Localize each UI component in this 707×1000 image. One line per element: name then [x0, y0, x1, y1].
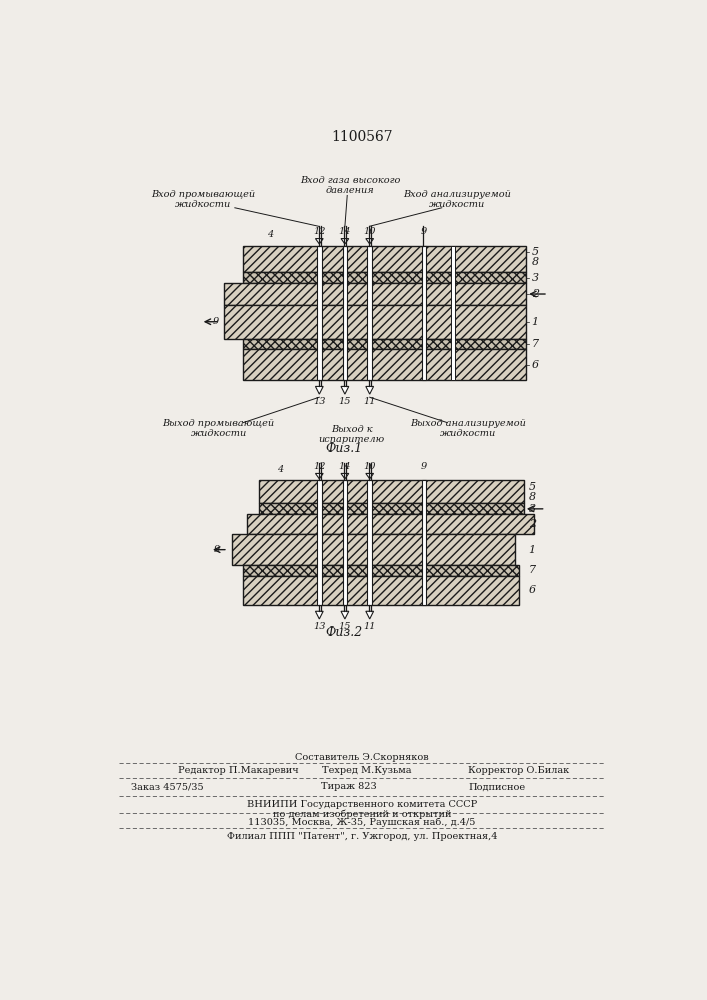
Text: 13: 13	[313, 397, 326, 406]
Text: 4: 4	[277, 465, 284, 474]
Text: Техред М.Кузьма: Техред М.Кузьма	[322, 766, 412, 775]
Bar	[368, 480, 372, 605]
Bar	[243, 349, 526, 380]
Text: Корректор О.Билак: Корректор О.Билак	[468, 766, 569, 775]
Bar	[243, 339, 526, 349]
Bar	[317, 480, 322, 605]
Text: 7: 7	[532, 339, 539, 349]
Text: Выход к
испарителю: Выход к испарителю	[319, 425, 385, 444]
Text: Фuз.1: Фuз.1	[325, 442, 363, 455]
Text: 2: 2	[529, 519, 536, 529]
Text: 1100567: 1100567	[331, 130, 393, 144]
Text: 11: 11	[363, 622, 376, 631]
Text: 9: 9	[421, 227, 427, 236]
Text: Выход промывающей
жидкости: Выход промывающей жидкости	[163, 419, 274, 438]
Bar	[224, 283, 526, 305]
Text: по делам изобретений и открытий: по делам изобретений и открытий	[273, 810, 451, 819]
Polygon shape	[315, 611, 323, 619]
Bar	[247, 514, 534, 534]
Polygon shape	[315, 473, 323, 479]
Polygon shape	[341, 611, 349, 619]
Text: 9: 9	[214, 545, 220, 554]
Polygon shape	[366, 473, 373, 479]
Text: 7: 7	[529, 565, 536, 575]
Text: 4: 4	[267, 230, 274, 239]
Text: Выход анализируемой
жидкости: Выход анализируемой жидкости	[410, 419, 526, 438]
Text: 3: 3	[529, 504, 536, 514]
Text: ВНИИПИ Государственного комитета СССР: ВНИИПИ Государственного комитета СССР	[247, 800, 477, 809]
Text: 5: 5	[532, 247, 539, 257]
Text: 12: 12	[313, 227, 326, 236]
Polygon shape	[315, 386, 323, 394]
Bar	[451, 246, 455, 380]
Polygon shape	[366, 611, 373, 619]
Bar	[259, 503, 524, 514]
Text: 1: 1	[529, 545, 536, 555]
Text: Редактор П.Макаревич: Редактор П.Макаревич	[177, 766, 298, 775]
Text: Вход газа высокого
давления: Вход газа высокого давления	[300, 176, 400, 195]
Text: 10: 10	[363, 227, 376, 236]
Text: Подписное: Подписное	[468, 782, 525, 791]
Bar	[368, 246, 372, 380]
Text: 10: 10	[363, 462, 376, 471]
Polygon shape	[341, 473, 349, 479]
Text: 9: 9	[212, 317, 218, 326]
Text: 6: 6	[529, 585, 536, 595]
Text: 113035, Москва, Ж-35, Раушская наб., д.4/5: 113035, Москва, Ж-35, Раушская наб., д.4…	[248, 817, 476, 827]
Polygon shape	[366, 386, 373, 394]
Polygon shape	[315, 239, 323, 244]
Bar	[317, 246, 322, 380]
Bar	[243, 272, 526, 283]
Text: Фuз.2: Фuз.2	[325, 626, 363, 639]
Bar	[224, 305, 526, 339]
Text: 11: 11	[363, 397, 376, 406]
Bar	[343, 480, 347, 605]
Text: 13: 13	[313, 622, 326, 631]
Text: 12: 12	[313, 462, 326, 471]
Bar	[421, 246, 426, 380]
Bar	[232, 534, 515, 565]
Text: Вход промывающей
жидкости: Вход промывающей жидкости	[151, 190, 255, 209]
Text: Заказ 4575/35: Заказ 4575/35	[131, 782, 204, 791]
Text: Тираж 823: Тираж 823	[321, 782, 377, 791]
Text: 3: 3	[532, 273, 539, 283]
Text: 2: 2	[532, 289, 539, 299]
Polygon shape	[366, 239, 373, 244]
Text: 15: 15	[339, 397, 351, 406]
Text: Филиал ППП "Патент", г. Ужгород, ул. Проектная,4: Филиал ППП "Патент", г. Ужгород, ул. Про…	[227, 832, 497, 841]
Text: 14: 14	[339, 227, 351, 236]
Text: Вход анализируемой
жидкости: Вход анализируемой жидкости	[403, 190, 511, 209]
Text: 9: 9	[421, 462, 427, 471]
Text: 6: 6	[532, 360, 539, 370]
Text: 14: 14	[339, 462, 351, 471]
Text: 5: 5	[529, 482, 536, 492]
Bar	[259, 480, 524, 503]
Bar	[421, 480, 426, 605]
Bar	[243, 576, 518, 605]
Text: 1: 1	[532, 317, 539, 327]
Polygon shape	[341, 239, 349, 244]
Text: 15: 15	[339, 622, 351, 631]
Bar	[343, 246, 347, 380]
Text: Составитель Э.Скорняков: Составитель Э.Скорняков	[295, 753, 428, 762]
Text: 8: 8	[529, 492, 536, 502]
Bar	[243, 246, 526, 272]
Polygon shape	[341, 386, 349, 394]
Text: 8: 8	[532, 257, 539, 267]
Bar	[243, 565, 518, 576]
